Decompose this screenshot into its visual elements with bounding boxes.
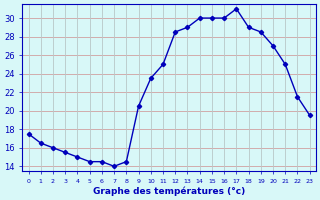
X-axis label: Graphe des températures (°c): Graphe des températures (°c) [93,186,245,196]
